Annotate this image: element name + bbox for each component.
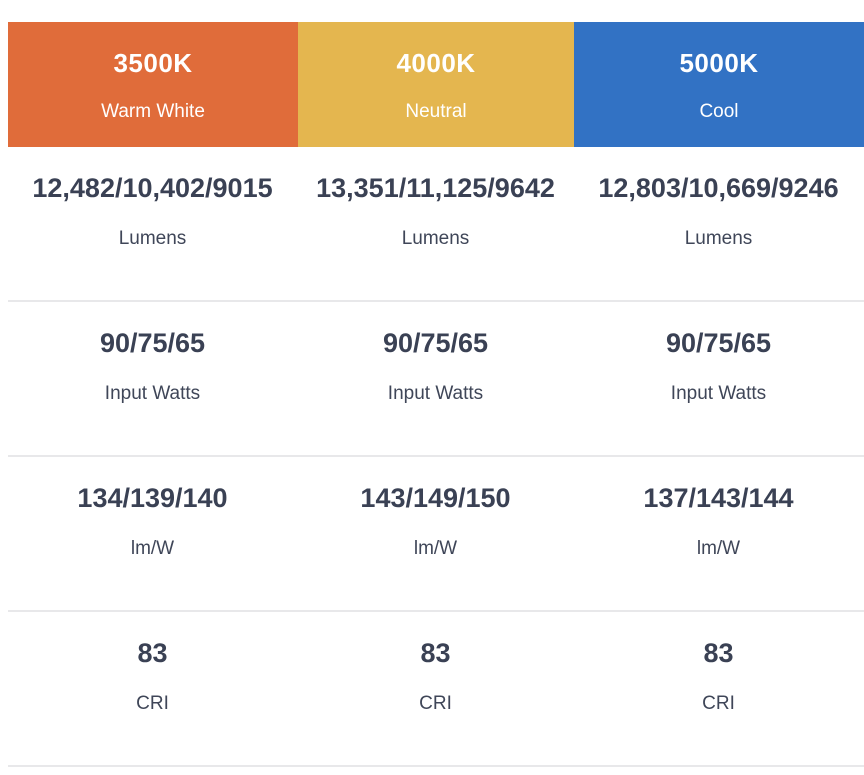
- spec-cell: 12,803/10,669/9246 Lumens: [577, 147, 860, 300]
- spec-cell: 90/75/65 Input Watts: [11, 302, 294, 455]
- spec-label: Input Watts: [670, 383, 767, 404]
- spec-cell: 83 CRI: [294, 612, 577, 765]
- color-temp: 4000K: [396, 48, 476, 78]
- spec-value: 12,482/10,402/9015: [32, 173, 273, 203]
- color-temp: 3500K: [113, 48, 193, 78]
- spec-value: 90/75/65: [99, 328, 206, 358]
- spec-cell: 83 CRI: [577, 612, 860, 765]
- spec-label: CRI: [702, 693, 735, 714]
- spec-label: CRI: [419, 693, 452, 714]
- spec-label: Lumens: [684, 228, 753, 249]
- color-name: Cool: [699, 101, 739, 122]
- header-3500k: 3500K Warm White: [8, 22, 298, 147]
- spec-cell: 90/75/65 Input Watts: [577, 302, 860, 455]
- spec-label: lm/W: [413, 538, 458, 559]
- spec-label: Lumens: [118, 228, 187, 249]
- spec-label: Lumens: [401, 228, 470, 249]
- spec-value: 13,351/11,125/9642: [316, 173, 555, 203]
- spec-cell: 137/143/144 lm/W: [577, 457, 860, 610]
- spec-row: 134/139/140 lm/W 143/149/150 lm/W 137/143/14…: [8, 457, 864, 612]
- spec-label: Input Watts: [104, 383, 201, 404]
- spec-value: 83: [703, 638, 734, 668]
- spec-value: 83: [420, 638, 451, 668]
- color-temp: 5000K: [679, 48, 759, 78]
- spec-cell: 143/149/150 lm/W: [294, 457, 577, 610]
- spec-value: 134/139/140: [77, 483, 228, 513]
- spec-label: Input Watts: [387, 383, 484, 404]
- spec-cell: 134/139/140 lm/W: [11, 457, 294, 610]
- spec-value: 83: [137, 638, 168, 668]
- color-name: Neutral: [405, 101, 467, 122]
- spec-value: 12,803/10,669/9246: [598, 173, 839, 203]
- spec-cell: 83 CRI: [11, 612, 294, 765]
- spec-row: 90/75/65 Input Watts 90/75/65 Input Watts 90…: [8, 302, 864, 457]
- spec-value: 143/149/150: [360, 483, 511, 513]
- header-4000k: 4000K Neutral: [298, 22, 574, 147]
- spec-row: 83 CRI 83 CRI 83 CRI: [8, 612, 864, 767]
- spec-cell: 13,351/11,125/9642 Lumens: [294, 147, 577, 300]
- spec-value: 137/143/144: [643, 483, 794, 513]
- spec-value: 90/75/65: [382, 328, 489, 358]
- spec-label: lm/W: [696, 538, 741, 559]
- spec-label: lm/W: [130, 538, 175, 559]
- spec-label: CRI: [136, 693, 169, 714]
- spec-cell: 12,482/10,402/9015 Lumens: [11, 147, 294, 300]
- spec-cell: 90/75/65 Input Watts: [294, 302, 577, 455]
- spec-row: 12,482/10,402/9015 Lumens 13,351/11,125/96…: [8, 147, 864, 302]
- header-5000k: 5000K Cool: [574, 22, 864, 147]
- spec-value: 90/75/65: [665, 328, 772, 358]
- color-name: Warm White: [101, 101, 205, 122]
